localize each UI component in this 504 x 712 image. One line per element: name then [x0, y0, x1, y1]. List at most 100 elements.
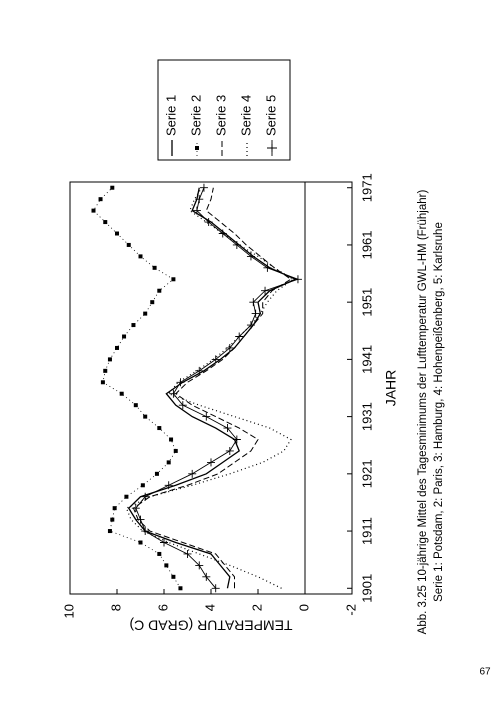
legend-marker	[267, 144, 277, 152]
square-marker	[103, 368, 108, 373]
plus-marker	[246, 321, 255, 330]
square-marker	[171, 277, 176, 282]
square-marker	[115, 345, 119, 350]
legend-label: Serie 2	[188, 95, 203, 136]
plus-marker	[195, 561, 204, 570]
x-axis-title: JAHR	[383, 370, 399, 407]
y-tick-label: 6	[155, 604, 170, 611]
plus-marker	[225, 343, 234, 352]
plus-marker	[249, 298, 258, 307]
x-tick-label: 1951	[359, 288, 374, 317]
caption-line: Abb. 3.25 10-jährige Mittel des Tagesmin…	[417, 190, 429, 635]
square-marker	[171, 574, 176, 579]
plus-marker	[246, 252, 255, 261]
square-marker	[110, 185, 115, 190]
plus-marker	[251, 309, 260, 318]
y-tick-label: 8	[108, 604, 123, 611]
plus-marker	[225, 446, 234, 455]
x-tick-label: 1961	[359, 230, 374, 259]
series-line	[132, 187, 292, 589]
page-number: 67	[479, 667, 491, 678]
plus-marker	[204, 218, 213, 227]
square-marker	[157, 551, 162, 556]
square-marker	[138, 540, 143, 545]
square-marker	[150, 300, 155, 305]
square-marker	[100, 380, 105, 385]
plus-marker	[169, 389, 178, 398]
square-marker	[124, 494, 129, 499]
plus-marker	[178, 401, 187, 410]
square-marker	[122, 334, 127, 339]
plus-marker	[232, 435, 241, 444]
plus-marker	[202, 412, 211, 421]
plus-marker	[141, 527, 150, 536]
square-marker	[138, 254, 143, 259]
plus-marker	[211, 584, 220, 593]
square-marker	[166, 460, 171, 465]
plus-marker	[141, 492, 150, 501]
x-tick-label: 1901	[359, 574, 374, 603]
square-marker	[119, 391, 124, 396]
square-marker	[115, 231, 119, 236]
plus-marker	[218, 229, 227, 238]
plus-marker	[202, 572, 211, 581]
square-marker	[157, 288, 162, 293]
square-marker	[140, 483, 145, 488]
legend-box	[157, 59, 291, 161]
caption-line: Serie 1: Potsdam, 2: Paris, 3: Hamburg, …	[433, 222, 445, 602]
x-tick-label: 1911	[359, 517, 374, 545]
square-marker	[126, 242, 131, 247]
plus-marker	[235, 332, 244, 341]
square-marker	[164, 563, 169, 568]
plus-marker	[195, 195, 204, 204]
plus-marker	[131, 504, 140, 513]
plus-marker	[183, 549, 192, 558]
square-marker	[143, 414, 148, 419]
square-marker	[107, 529, 112, 534]
square-marker	[131, 323, 136, 328]
series-line	[135, 187, 300, 589]
plus-marker	[176, 378, 185, 387]
plus-marker	[232, 240, 241, 249]
square-marker	[152, 265, 157, 270]
square-marker	[143, 311, 148, 316]
plus-marker	[136, 515, 145, 524]
square-marker	[98, 197, 103, 202]
plus-marker	[188, 469, 197, 478]
plus-marker	[223, 424, 232, 433]
square-marker	[178, 586, 183, 591]
square-marker	[112, 506, 117, 511]
plus-marker	[293, 275, 302, 284]
plus-marker	[263, 263, 272, 272]
plus-marker	[160, 538, 168, 547]
square-marker	[133, 403, 138, 408]
legend-label: Serie 3	[213, 95, 228, 136]
x-tick-label: 1941	[359, 345, 374, 374]
x-tick-label: 1971	[359, 173, 374, 202]
square-marker	[173, 448, 178, 453]
plus-marker	[195, 366, 204, 375]
square-marker	[154, 471, 159, 476]
plus-marker	[164, 481, 173, 490]
legend-label: Serie 5	[263, 95, 278, 136]
y-axis-title: TEMPERATUR (GRAD C)	[129, 617, 292, 633]
legend-label: Serie 4	[238, 95, 253, 136]
plus-marker	[211, 355, 220, 364]
x-tick-label: 1931	[359, 402, 374, 431]
square-marker	[107, 357, 112, 362]
x-tick-label: 1921	[359, 459, 374, 488]
legend-label: Serie 1	[163, 95, 178, 136]
y-tick-label: 0	[296, 604, 311, 611]
plus-marker	[199, 183, 208, 192]
y-tick-label: 10	[61, 604, 76, 618]
square-marker	[103, 220, 108, 225]
plus-marker	[207, 458, 215, 467]
plus-marker	[192, 206, 201, 215]
legend-marker	[195, 146, 199, 150]
y-tick-label: -2	[343, 604, 358, 616]
square-marker	[110, 517, 115, 522]
y-tick-label: 2	[249, 604, 264, 611]
square-marker	[169, 437, 174, 442]
